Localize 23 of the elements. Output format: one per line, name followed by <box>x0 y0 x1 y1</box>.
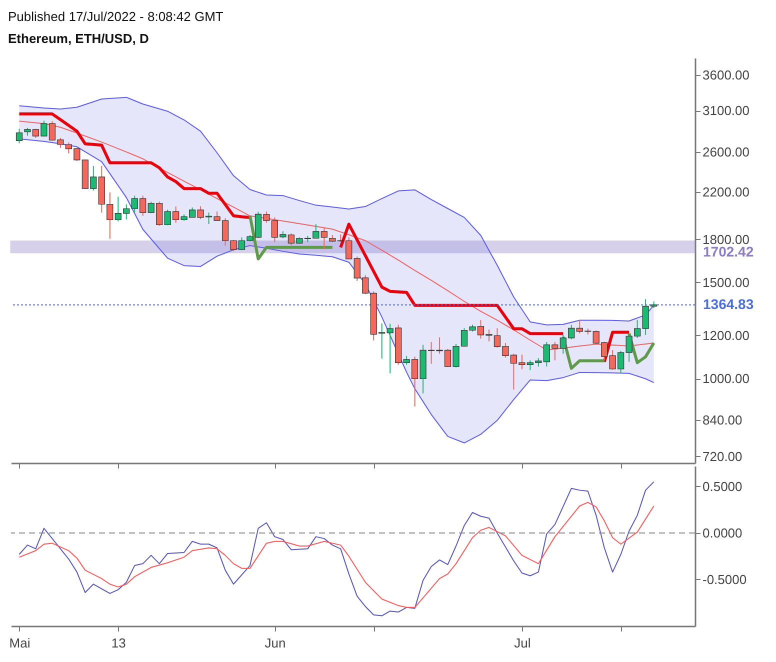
line-series <box>18 502 654 608</box>
x-tick-label: 13 <box>111 636 126 650</box>
candlestick <box>320 226 328 250</box>
text: Published 17/Jul/2022 - 8:08:42 GMT <box>7 8 224 26</box>
y-tick-label: -0.5000 <box>702 572 747 587</box>
y-tick-label: 3600.00 <box>702 68 750 83</box>
y-tick-label: 3100.00 <box>702 103 750 118</box>
line-series <box>18 481 654 616</box>
y-tick-label: 1200.00 <box>702 328 750 343</box>
y-tick-label: 720.00 <box>702 448 742 464</box>
x-tick-label: Jun <box>264 636 286 650</box>
ref-line-label: 1364.83 <box>703 296 754 312</box>
chart-title: Ethereum, ETH/USD, D <box>7 30 150 48</box>
y-tick-label: 2600.00 <box>702 144 750 160</box>
y-tick-label: 1000.00 <box>702 371 750 386</box>
y-tick-label: 0.5000 <box>702 478 742 494</box>
y-tick-label: 1500.00 <box>702 274 750 290</box>
x-tick-label: Jul <box>514 636 531 650</box>
y-tick-label: 0.0000 <box>702 525 742 540</box>
y-tick-label: 2200.00 <box>702 184 750 200</box>
candlestick <box>16 128 23 144</box>
x-tick-label: Mai <box>9 636 30 650</box>
y-tick-label: 840.00 <box>702 412 742 428</box>
